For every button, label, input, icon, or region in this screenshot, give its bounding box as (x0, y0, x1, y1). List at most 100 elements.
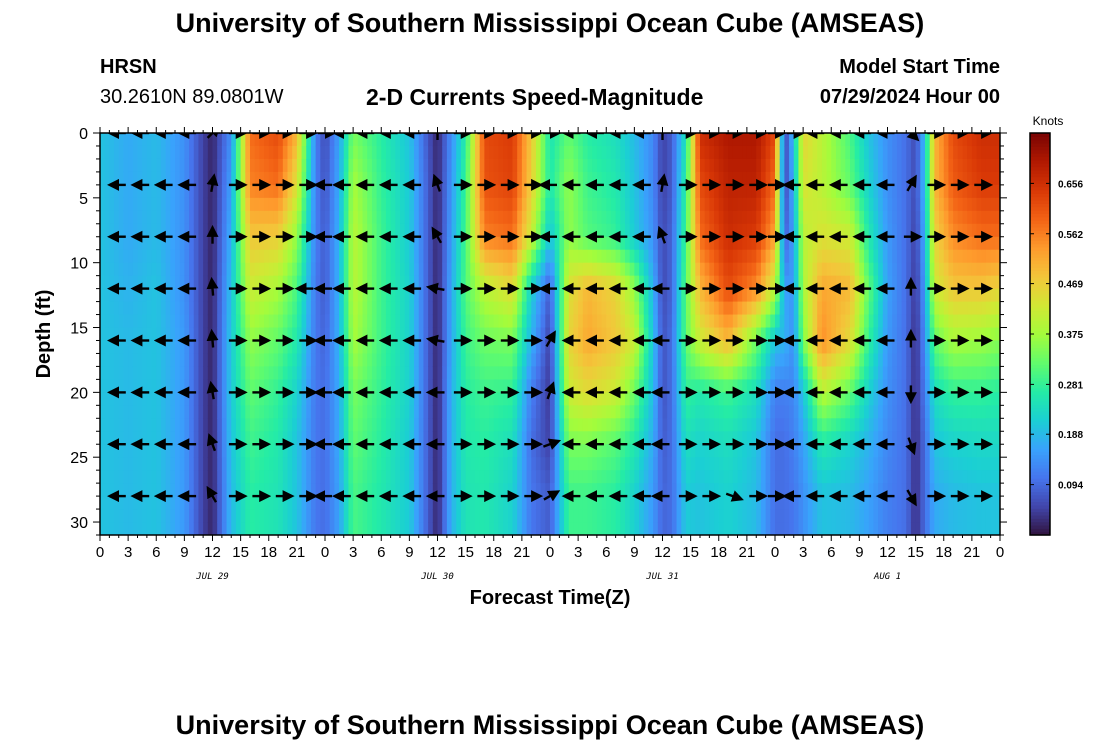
heatmap-cell (264, 457, 270, 471)
heatmap-cell (643, 288, 650, 303)
heatmap-cell (114, 444, 120, 458)
heatmap-cell (385, 171, 392, 186)
heatmap-cell (685, 223, 692, 238)
heatmap-cell (414, 262, 420, 277)
heatmap-cell (789, 457, 795, 471)
heatmap-cell (428, 379, 434, 393)
heatmap-cell (587, 366, 593, 380)
heatmap-cell (296, 158, 303, 173)
heatmap-cell (709, 509, 715, 523)
heatmap-cell (404, 210, 410, 225)
heatmap-cell (657, 457, 664, 471)
heatmap-cell (367, 444, 373, 458)
heatmap-cell (184, 405, 190, 419)
heatmap-cell (371, 457, 378, 471)
heatmap-cell (137, 262, 143, 277)
heatmap-cell (175, 340, 181, 355)
heatmap-cell (657, 133, 664, 147)
heatmap-cell (676, 314, 682, 329)
heatmap-cell (714, 470, 720, 484)
heatmap-cell (573, 483, 579, 497)
heatmap-cell (292, 392, 298, 406)
heatmap-cell (568, 366, 575, 380)
heatmap-cell (240, 262, 246, 277)
heatmap-cell (596, 444, 603, 458)
heatmap-cell (446, 314, 453, 329)
heatmap-cell (817, 301, 823, 316)
heatmap-cell (193, 210, 200, 225)
heatmap-cell (690, 314, 696, 329)
heatmap-cell (489, 353, 495, 368)
heatmap-cell (235, 249, 242, 264)
heatmap-cell (817, 314, 823, 329)
heatmap-cell (254, 366, 260, 380)
heatmap-cell (779, 509, 785, 523)
heatmap-cell (339, 301, 345, 316)
heatmap-cell (109, 262, 115, 277)
heatmap-cell (132, 301, 139, 316)
heatmap-cell (700, 171, 706, 186)
heatmap-cell (100, 197, 106, 212)
heatmap-cell (648, 133, 654, 147)
heatmap-cell (460, 353, 467, 368)
heatmap-cell (146, 262, 153, 277)
heatmap-cell (564, 171, 570, 186)
heatmap-cell (746, 444, 753, 458)
heatmap-cell (292, 171, 298, 186)
heatmap-cell (423, 275, 429, 290)
heatmap-cell (657, 210, 664, 225)
heatmap-cell (315, 275, 321, 290)
heatmap-cell (273, 405, 279, 419)
heatmap-cell (662, 301, 668, 316)
heatmap-cell (207, 288, 214, 303)
heatmap-cell (850, 379, 856, 393)
heatmap-cell (123, 522, 129, 535)
heatmap-cell (470, 236, 476, 251)
heatmap-cell (231, 171, 237, 186)
heatmap-cell (489, 379, 495, 393)
heatmap-cell (550, 431, 556, 445)
heatmap-cell (831, 145, 837, 160)
heatmap-cell (671, 301, 678, 316)
heatmap-cell (287, 249, 293, 264)
heatmap-cell (559, 379, 565, 393)
heatmap-cell (212, 210, 218, 225)
heatmap-cell (193, 340, 200, 355)
heatmap-cell (564, 288, 570, 303)
heatmap-cell (695, 379, 701, 393)
heatmap-cell (400, 444, 406, 458)
heatmap-cell (404, 483, 410, 497)
heatmap-cell (648, 223, 654, 238)
heatmap-cell (625, 314, 631, 329)
heatmap-cell (564, 405, 570, 419)
heatmap-cell (784, 301, 790, 316)
heatmap-cell (845, 301, 851, 316)
heatmap-cell (221, 275, 228, 290)
heatmap-cell (596, 197, 603, 212)
heatmap-cell (245, 249, 251, 264)
heatmap-cell (259, 444, 265, 458)
heatmap-cell (789, 288, 795, 303)
heatmap-cell (681, 366, 687, 380)
heatmap-cell (142, 158, 148, 173)
heatmap-cell (821, 509, 828, 523)
heatmap-cell (615, 483, 621, 497)
heatmap-cell (803, 353, 809, 368)
heatmap-cell (498, 210, 504, 225)
heatmap-cell (826, 366, 832, 380)
heatmap-cell (751, 522, 757, 535)
heatmap-cell (582, 327, 589, 342)
heatmap-cell (596, 379, 603, 393)
heatmap-cell (315, 353, 321, 368)
heatmap-cell (817, 236, 823, 251)
heatmap-cell (835, 457, 842, 471)
heatmap-cell (634, 470, 640, 484)
heatmap-cell (475, 145, 481, 160)
heatmap-cell (784, 379, 790, 393)
heatmap-cell (728, 392, 734, 406)
heatmap-cell (760, 327, 767, 342)
heatmap-cell (362, 405, 368, 419)
heatmap-cell (142, 457, 148, 471)
heatmap-cell (770, 133, 776, 147)
heatmap-cell (700, 236, 706, 251)
